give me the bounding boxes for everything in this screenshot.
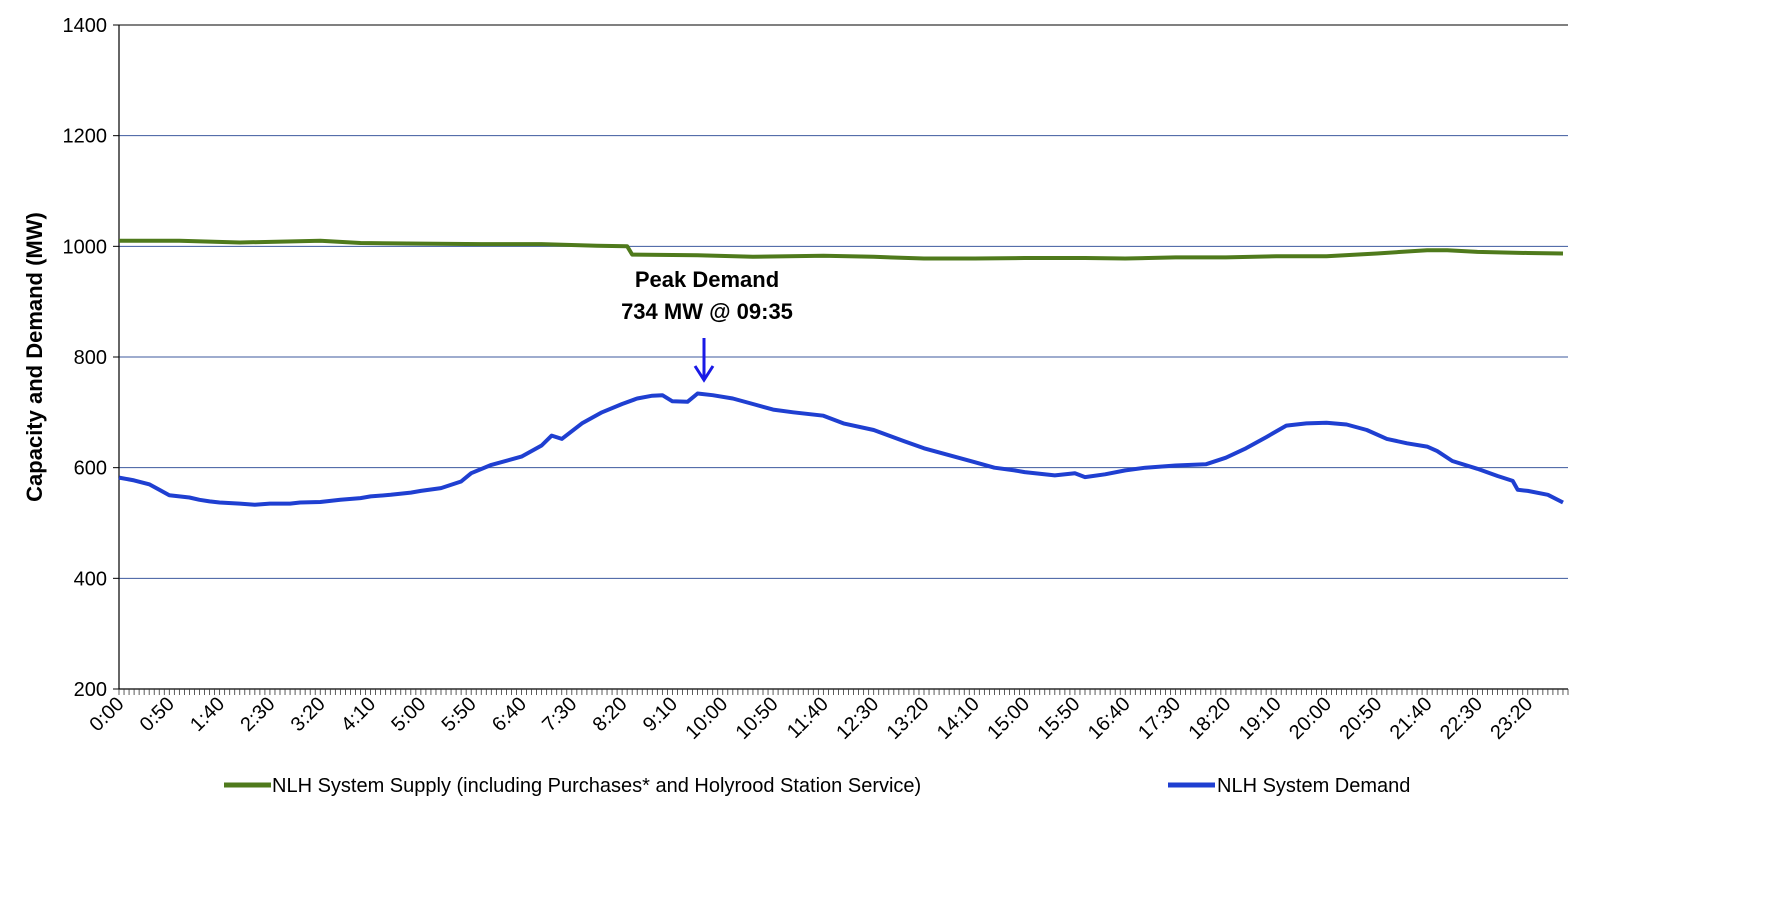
gridlines [119, 24, 1568, 579]
legend-item-demand: NLH System Demand [1168, 775, 1410, 797]
x-tick-label: 13:20 [883, 693, 934, 744]
x-tick-label: 18:20 [1184, 693, 1235, 744]
series-line-demand [118, 391, 1564, 507]
x-tick-label: 15:00 [983, 693, 1034, 744]
y-tick-label: 1400 [63, 15, 108, 37]
x-tick-label: 16:40 [1084, 693, 1135, 744]
x-tick-label: 9:10 [639, 693, 682, 736]
x-tick-label: 21:40 [1386, 693, 1437, 744]
y-tick-label: 1000 [63, 236, 108, 258]
x-tick-label: 11:40 [783, 693, 833, 743]
x-tick-label: 23:20 [1486, 693, 1537, 744]
x-tick-label: 7:30 [538, 693, 581, 736]
y-axis-ticks: 200 400 600 800 1000 1200 1400 [63, 15, 119, 701]
series-lines [118, 238, 1564, 507]
annotation-line1: Peak Demand [635, 267, 779, 292]
x-tick-label: 12:30 [832, 693, 883, 744]
x-tick-label: 5:50 [438, 693, 481, 736]
legend: NLH System Supply (including Purchases* … [224, 775, 1410, 797]
series-line-supply [119, 238, 1564, 261]
y-axis-title: Capacity and Demand (MW) [22, 212, 47, 502]
y-tick-label: 200 [74, 679, 107, 701]
x-axis-ticks: 0:00 0:50 1:40 2:30 3:20 4:10 5:00 5:50 6:40 7:30… [85, 689, 1569, 744]
peak-arrow-icon [693, 338, 715, 383]
x-tick-label: 20:50 [1335, 693, 1386, 744]
x-tick-label: 15:50 [1034, 693, 1085, 744]
x-tick-label: 2:30 [236, 693, 279, 736]
annotation-line2: 734 MW @ 09:35 [621, 299, 793, 324]
y-tick-label: 600 [74, 458, 107, 480]
x-tick-label: 3:20 [287, 693, 330, 736]
x-tick-label: 17:30 [1134, 693, 1185, 744]
x-tick-label: 19:10 [1235, 693, 1286, 744]
y-tick-label: 400 [74, 568, 107, 590]
x-tick-label: 20:00 [1285, 693, 1336, 744]
x-tick-label: 0:50 [136, 693, 179, 736]
legend-label-demand: NLH System Demand [1217, 775, 1410, 797]
x-tick-label: 5:00 [387, 693, 430, 736]
peak-annotation: Peak Demand 734 MW @ 09:35 [621, 267, 793, 383]
x-tick-label: 10:00 [681, 693, 732, 744]
x-tick-label: 14:10 [933, 693, 984, 744]
legend-item-supply: NLH System Supply (including Purchases* … [224, 775, 921, 797]
x-tick-label: 4:10 [337, 693, 380, 736]
x-tick-label: 6:40 [488, 693, 531, 736]
y-tick-label: 1200 [63, 126, 108, 148]
x-tick-label: 10:50 [732, 693, 783, 744]
legend-label-supply: NLH System Supply (including Purchases* … [272, 775, 921, 797]
y-tick-label: 800 [74, 347, 107, 369]
x-tick-label: 22:30 [1436, 693, 1487, 744]
x-tick-label: 1:40 [186, 693, 229, 736]
x-tick-label: 8:20 [589, 693, 632, 736]
